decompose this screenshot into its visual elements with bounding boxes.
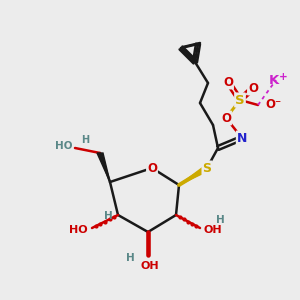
Text: H: H — [126, 253, 134, 263]
Text: S: S — [202, 161, 211, 175]
Text: HO: HO — [55, 141, 72, 151]
Text: O: O — [147, 161, 157, 175]
Text: S: S — [235, 94, 245, 106]
Polygon shape — [179, 165, 208, 185]
Text: N: N — [237, 131, 247, 145]
Polygon shape — [97, 153, 110, 182]
Text: H: H — [216, 215, 224, 225]
Text: +: + — [279, 72, 287, 82]
Text: H: H — [103, 211, 112, 221]
Text: O: O — [221, 112, 231, 124]
Text: HO: HO — [69, 225, 88, 235]
Text: K: K — [269, 74, 279, 86]
Text: OH: OH — [141, 261, 159, 271]
Text: OH: OH — [204, 225, 223, 235]
Text: H: H — [81, 135, 89, 145]
Text: O⁻: O⁻ — [265, 98, 281, 112]
Text: O: O — [248, 82, 258, 94]
Text: O: O — [223, 76, 233, 88]
